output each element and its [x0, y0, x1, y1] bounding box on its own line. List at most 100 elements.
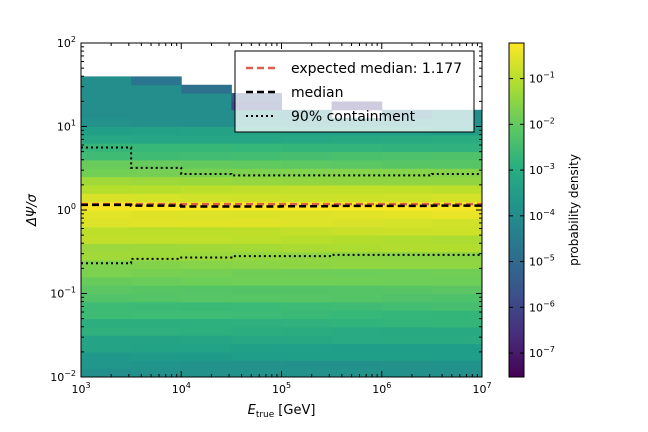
heatmap-cell: [281, 235, 333, 244]
heatmap-cell: [381, 268, 433, 278]
heatmap-cell: [231, 301, 282, 311]
heatmap-cell: [331, 226, 383, 236]
heatmap-cell: [131, 351, 182, 361]
heatmap-cell: [281, 201, 333, 211]
heatmap-cell: [81, 218, 132, 228]
heatmap-cell: [431, 335, 483, 345]
heatmap-cell: [181, 343, 232, 353]
heatmap-cell: [81, 210, 132, 219]
heatmap-cell: [431, 268, 483, 278]
heatmap-cell: [281, 368, 333, 378]
heatmap-cell: [281, 293, 333, 303]
heatmap-cell: [381, 310, 433, 320]
heatmap-cell: [181, 351, 232, 361]
heatmap-cell: [181, 176, 232, 186]
heatmap-cell: [281, 226, 333, 236]
x-tick-label: 106: [372, 381, 391, 396]
y-tick-label: 101: [57, 119, 76, 134]
heatmap-cell: [81, 260, 132, 269]
heatmap-cell: [231, 176, 282, 186]
heatmap-cell: [81, 243, 132, 253]
heatmap-cell: [381, 351, 433, 361]
heatmap-cell: [381, 159, 433, 169]
heatmap-cell: [331, 243, 383, 253]
heatmap-cell: [331, 210, 383, 219]
heatmap-cell: [231, 268, 282, 278]
heatmap-cell: [231, 260, 282, 269]
heatmap-cell: [231, 310, 282, 320]
heatmap-cell: [381, 226, 433, 236]
heatmap-cell: [331, 218, 383, 228]
heatmap-cell: [431, 310, 483, 320]
x-axis: 103 104 105 106 107: [71, 43, 492, 396]
heatmap-cell: [281, 218, 333, 228]
heatmap-cell: [181, 235, 232, 244]
heatmap-cell: [131, 260, 182, 269]
heatmap-cell: [81, 118, 132, 127]
heatmap-cell: [331, 268, 383, 278]
heatmap-cell: [131, 335, 182, 345]
heatmap-cell: [431, 276, 483, 286]
heatmap-cell: [181, 243, 232, 253]
heatmap-cell: [131, 301, 182, 311]
colorbar-tick-label: 10−4: [529, 208, 555, 223]
heatmap-cell: [131, 93, 182, 102]
heatmap-cell: [381, 335, 433, 345]
heatmap-cell: [231, 285, 282, 294]
heatmap-cell: [131, 318, 182, 328]
heatmap-cell: [81, 276, 132, 286]
heatmap-cell: [81, 168, 132, 178]
colorbar-tick-label: 10−3: [529, 162, 555, 177]
y-axis: 10−2 10−1 100 101 102: [50, 35, 482, 384]
heatmap-cell: [431, 368, 483, 378]
heatmap-cell: [381, 301, 433, 311]
heatmap-cell: [331, 351, 383, 361]
heatmap-cell: [181, 93, 232, 102]
heatmap-cell: [381, 368, 433, 378]
x-axis-label-unit: [GeV]: [278, 403, 315, 418]
heatmap-cell: [231, 184, 282, 194]
heatmap-cell: [281, 243, 333, 253]
heatmap-cell: [431, 151, 483, 161]
heatmap-cell: [431, 326, 483, 336]
heatmap-cell: [281, 184, 333, 194]
heatmap-cell: [231, 168, 282, 178]
heatmap-cell: [231, 143, 282, 153]
heatmap-cell: [181, 360, 232, 370]
heatmap-cell: [131, 218, 182, 228]
heatmap-cell: [131, 360, 182, 370]
heatmap-cell: [131, 118, 182, 127]
heatmap-cell: [381, 243, 433, 253]
heatmap-cell: [131, 184, 182, 194]
heatmap-cell: [381, 251, 433, 261]
colorbar-label: probability density: [567, 154, 581, 266]
heatmap-cell: [131, 243, 182, 253]
heatmap-cell: [231, 251, 282, 261]
heatmap-cell: [331, 168, 383, 178]
heatmap-cell: [381, 168, 433, 178]
heatmap-cell: [181, 251, 232, 261]
heatmap-cell: [231, 326, 282, 336]
y-tick-label: 100: [57, 202, 76, 217]
heatmap-cell: [81, 235, 132, 244]
heatmap-cell: [81, 193, 132, 203]
heatmap-cell: [381, 151, 433, 161]
heatmap-cell: [181, 335, 232, 345]
heatmap-cell: [431, 243, 483, 253]
heatmap-cell: [131, 285, 182, 294]
heatmap-cell: [81, 159, 132, 169]
heatmap-cell: [131, 101, 182, 111]
heatmap-cell: [381, 218, 433, 228]
heatmap-cell: [81, 226, 132, 236]
heatmap-cell: [281, 260, 333, 269]
heatmap-cell: [231, 360, 282, 370]
heatmap-cell: [331, 251, 383, 261]
heatmap-cell: [181, 301, 232, 311]
x-tick-label: 103: [71, 381, 90, 396]
heatmap-cell: [181, 159, 232, 169]
heatmap-cell: [81, 335, 132, 345]
heatmap-cell: [431, 318, 483, 328]
heatmap-cell: [181, 193, 232, 203]
heatmap-cell: [231, 235, 282, 244]
chart-lines: [81, 146, 482, 265]
